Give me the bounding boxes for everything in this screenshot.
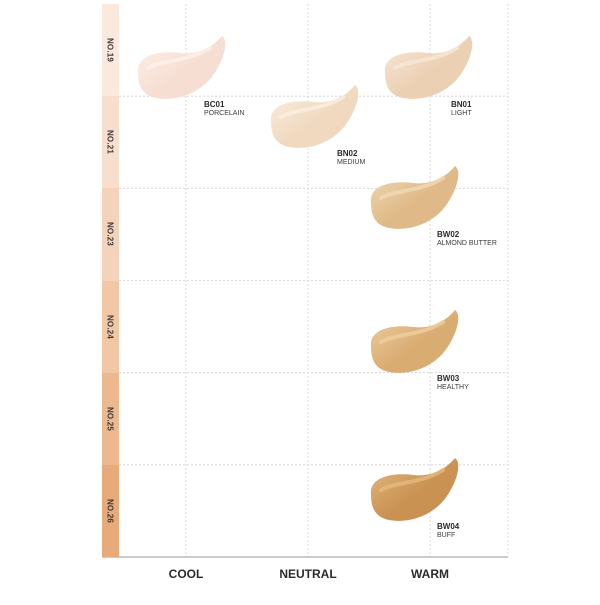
shade-label: NO.24 xyxy=(105,314,115,339)
foundation-swatch-bw02 xyxy=(370,166,459,229)
swatch-highlight xyxy=(379,176,445,200)
foundation-swatch-bw03 xyxy=(370,310,459,373)
shade-label: NO.21 xyxy=(105,130,115,155)
foundation-swatch-bw04 xyxy=(370,458,459,521)
swatch-highlight xyxy=(279,95,345,119)
swatch-highlight xyxy=(146,46,212,70)
swatch-highlight xyxy=(393,46,459,70)
shade-label: NO.26 xyxy=(105,498,115,523)
swatch-code: BW04 xyxy=(437,522,460,531)
shade-label: NO.25 xyxy=(105,406,115,431)
swatch-code: BN01 xyxy=(451,100,472,109)
swatch-name: ALMOND BUTTER xyxy=(437,240,497,247)
swatch-name: LIGHT xyxy=(451,110,472,117)
shade-band xyxy=(102,4,119,97)
swatch-highlight xyxy=(379,320,445,344)
swatch-name: BUFF xyxy=(437,532,456,539)
swatch-code: BC01 xyxy=(204,100,225,109)
foundation-swatch-bn02 xyxy=(270,85,359,148)
swatch-code: BW02 xyxy=(437,230,460,239)
undertone-label: WARM xyxy=(411,567,449,581)
shade-band xyxy=(102,280,119,374)
shade-band xyxy=(102,372,119,466)
shade-band xyxy=(102,96,119,189)
shade-label: NO.19 xyxy=(105,38,115,63)
swatch-highlight xyxy=(379,468,445,492)
undertone-label: NEUTRAL xyxy=(279,567,337,581)
foundation-swatch-bc01 xyxy=(137,36,226,99)
swatch-name: HEALTHY xyxy=(437,384,469,391)
shade-band xyxy=(102,188,119,281)
foundation-swatch-bn01 xyxy=(384,36,473,99)
swatch-name: PORCELAIN xyxy=(204,110,245,117)
swatch-code: BN02 xyxy=(337,149,358,158)
swatch-name: MEDIUM xyxy=(337,159,366,166)
undertone-label: COOL xyxy=(168,567,204,581)
shade-band xyxy=(102,464,119,558)
swatch-code: BW03 xyxy=(437,374,460,383)
shade-label: NO.23 xyxy=(105,222,115,247)
